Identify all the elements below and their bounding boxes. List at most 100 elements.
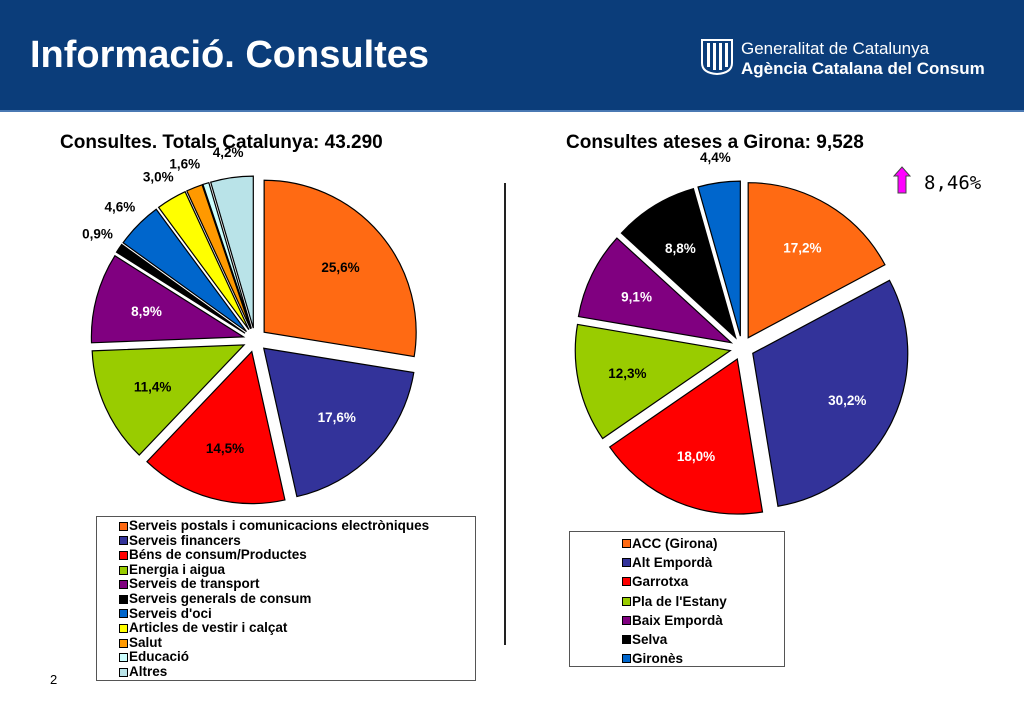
legend-item-0-4: Serveis de transport [117, 577, 475, 592]
pie-slice-0-1 [262, 347, 415, 498]
legend-swatch [622, 654, 631, 664]
pie-slice-0-8 [186, 184, 252, 330]
chart-title-catalunya: Consultes. Totals Catalunya: 43.290 [60, 132, 383, 153]
legend-swatch [119, 521, 128, 531]
pie-label-0-7: 3,0% [143, 169, 174, 184]
legend-item-1-3: Pla de l'Estany [620, 592, 784, 611]
pie-slice-0-0 [263, 179, 417, 358]
pie-label-0-3: 11,4% [134, 379, 172, 394]
legend-item-1-4: Baix Empordà [620, 611, 784, 630]
legend-label: Educació [129, 649, 190, 665]
legend-swatch [622, 615, 631, 625]
pie-label-1-6: 4,4% [700, 150, 731, 165]
pie-label-1-0: 17,2% [783, 240, 821, 255]
pie-label-1-1: 30,2% [828, 393, 866, 408]
legend-label: Selva [632, 631, 668, 647]
legend-swatch [119, 550, 128, 560]
pie-slice-0-4 [90, 254, 246, 344]
pie-label-0-8: 1,6% [169, 156, 200, 171]
legend-item-0-2: Béns de consum/Productes [117, 547, 475, 563]
pie-slice-0-6 [122, 208, 247, 333]
pie-label-0-5: 0,9% [82, 227, 113, 242]
pie-slice-0-10 [209, 175, 254, 329]
pie-label-0-0: 25,6% [321, 260, 359, 275]
legend-label: Baix Empordà [632, 612, 723, 628]
legend-swatch [622, 558, 631, 568]
legend-item-0-3: Energia i aigua [117, 561, 475, 578]
legend-swatch [119, 653, 128, 663]
page-title: Informació. Consultes [30, 34, 430, 76]
pie-label-0-1: 17,6% [318, 410, 356, 425]
pie-slice-1-5 [620, 187, 737, 340]
pie-label-1-3: 12,3% [608, 366, 646, 381]
legend-label: Pla de l'Estany [632, 593, 727, 609]
pie-slice-1-4 [577, 237, 734, 344]
legend-swatch [622, 577, 631, 587]
legend-item-1-1: Alt Empordà [620, 553, 784, 572]
legend-label: Salut [129, 634, 163, 650]
up-arrow-icon [893, 166, 911, 194]
legend-item-1-2: Garrotxa [620, 572, 784, 591]
legend-item-0-8: Salut [117, 634, 475, 651]
growth-value: 8,46% [924, 172, 982, 194]
legend-label: Gironès [632, 651, 684, 667]
legend-item-0-10: Altres [117, 663, 475, 680]
pie-slice-1-2 [608, 358, 764, 515]
pie-slice-0-3 [91, 344, 246, 456]
legend-swatch [119, 594, 128, 604]
legend-item-0-0: Serveis postals i comunicacions electròn… [117, 518, 475, 534]
pie-label-1-4: 9,1% [621, 289, 652, 304]
pie-slice-1-3 [574, 323, 732, 440]
legend-item-0-5: Serveis generals de consum [117, 590, 475, 607]
pie-label-0-4: 8,9% [131, 304, 162, 319]
pie-label-0-2: 14,5% [206, 441, 244, 456]
pie-chart-girona: 17,2% 30,2% 18,0% 12,3% 9,1% 8,8% 4,4% [574, 150, 909, 515]
page-number: 2 [50, 672, 58, 687]
pie-label-0-6: 4,6% [104, 199, 135, 214]
pie-chart-catalunya: 25,6% 17,6% 14,5% 11,4% 8,9% 0,9% 4,6% 3,0%1,6%… [82, 145, 417, 505]
legend-swatch [622, 635, 631, 645]
legend-item-1-5: Selva [620, 630, 784, 649]
pie-slice-1-0 [747, 182, 886, 339]
legend-label: Béns de consum/Productes [129, 547, 307, 563]
legend-swatch [119, 536, 128, 546]
pie-label-1-2: 18,0% [677, 449, 715, 464]
legend-item-1-0: ACC (Girona) [620, 534, 784, 553]
legend-label: Altres [129, 663, 168, 679]
senyera-icon [701, 39, 733, 75]
legend-swatch [622, 539, 631, 549]
legend-label: ACC (Girona) [632, 536, 718, 551]
legend-label: Energia i aigua [129, 561, 226, 577]
legend-label: Serveis financers [129, 532, 241, 548]
legend-label: Serveis de transport [129, 576, 260, 592]
legend-label: Alt Empordà [632, 555, 713, 571]
pie-label-1-5: 8,8% [665, 241, 696, 256]
legend-label: Serveis postals i comunicacions electròn… [129, 518, 430, 533]
legend-catalunya: Serveis postals i comunicacions electròn… [96, 516, 476, 681]
legend-girona: ACC (Girona) Alt Empordà Garrotxa Pla de l'… [569, 531, 785, 667]
logo-text-generalitat: Generalitat de Catalunya [741, 39, 930, 58]
legend-item-0-7: Articles de vestir i calçat [117, 620, 475, 636]
legend-label: Serveis d'oci [129, 605, 212, 621]
legend-item-1-6: Gironès [620, 649, 784, 668]
pie-slice-1-6 [697, 180, 741, 337]
header-banner: Informació. Consultes Generalitat de Cat… [0, 0, 1024, 112]
pie-slice-0-9 [202, 181, 252, 329]
pie-slice-0-2 [146, 350, 286, 505]
legend-swatch [622, 596, 631, 606]
chart-divider [504, 183, 506, 645]
pie-slice-0-7 [157, 190, 250, 331]
legend-swatch [119, 638, 128, 648]
pie-slice-1-1 [752, 279, 909, 507]
chart-title-girona: Consultes ateses a Girona: 9,528 [566, 132, 864, 153]
legend-swatch [119, 609, 128, 619]
legend-swatch [119, 565, 128, 575]
legend-item-0-6: Serveis d'oci [117, 605, 475, 622]
legend-item-0-1: Serveis financers [117, 532, 475, 549]
legend-label: Serveis generals de consum [129, 590, 312, 606]
legend-swatch [119, 580, 128, 590]
legend-label: Garrotxa [632, 574, 689, 590]
legend-swatch [119, 667, 128, 677]
legend-item-0-9: Educació [117, 650, 475, 665]
